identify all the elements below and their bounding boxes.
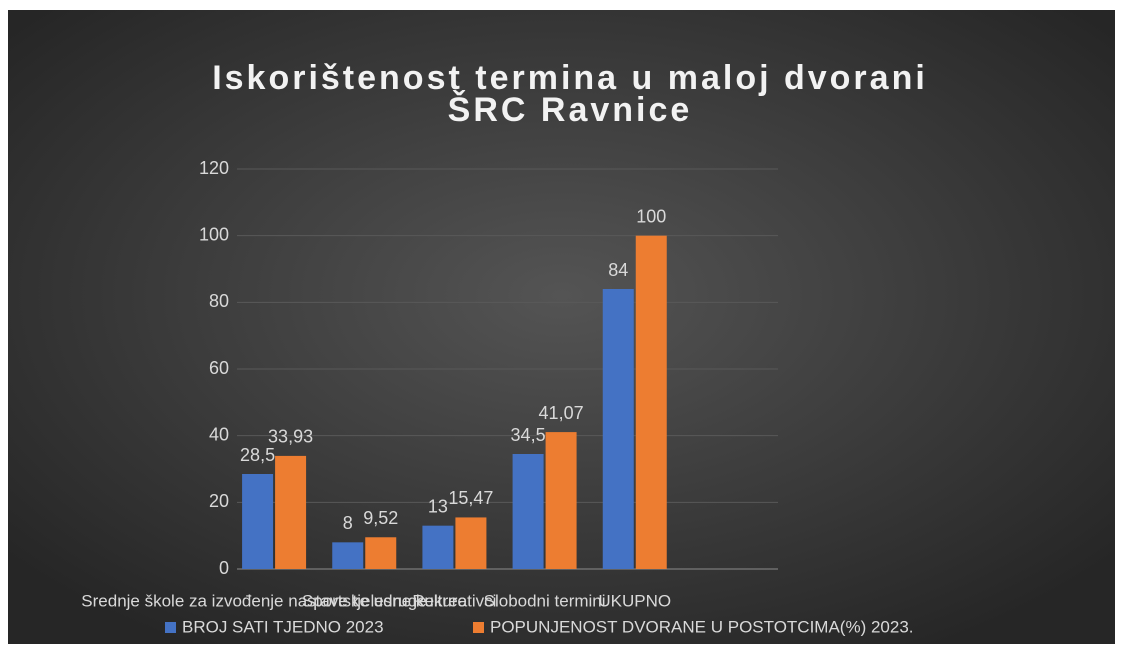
bar (545, 432, 577, 569)
x-tick-label: Srednje škole za izvođenje nastave tjele… (81, 591, 467, 610)
y-tick-label: 20 (209, 491, 229, 511)
y-tick-label: 120 (199, 158, 229, 178)
value-label: 8 (343, 513, 353, 533)
legend-swatch (473, 622, 484, 633)
value-label: 15,47 (448, 488, 493, 508)
legend-swatch (165, 622, 176, 633)
value-label: 28,5 (240, 445, 275, 465)
x-tick-label: Rekreativci (412, 591, 496, 610)
value-label: 34,5 (511, 425, 546, 445)
value-label: 41,07 (539, 403, 584, 423)
legend-label: BROJ SATI TJEDNO 2023 (182, 617, 384, 636)
bar (332, 542, 364, 569)
value-label: 13 (428, 496, 448, 516)
value-label: 33,93 (268, 427, 313, 447)
y-tick-label: 60 (209, 358, 229, 378)
bar (635, 235, 667, 569)
bar (602, 289, 634, 569)
bar (365, 537, 397, 569)
legend-label: POPUNJENOST DVORANE U POSTOTCIMA(%) 2023… (490, 617, 914, 636)
bar (242, 474, 274, 569)
y-tick-label: 0 (219, 558, 229, 578)
value-label: 9,52 (363, 508, 398, 528)
bar (275, 455, 307, 569)
x-tick-label: UKUPNO (598, 591, 671, 610)
chart-title: Iskorištenost termina u maloj dvorani (212, 59, 928, 97)
value-label: 84 (608, 260, 628, 280)
bar (512, 454, 544, 569)
chart-title: ŠRC Ravnice (448, 90, 693, 129)
bar (455, 517, 487, 569)
value-label: 100 (636, 206, 666, 226)
y-tick-label: 80 (209, 291, 229, 311)
x-tick-label: Sportske udruge (302, 591, 427, 610)
y-tick-label: 40 (209, 424, 229, 444)
y-tick-label: 100 (199, 224, 229, 244)
bar (422, 525, 454, 569)
x-tick-label: Slobodni termini (484, 591, 606, 610)
